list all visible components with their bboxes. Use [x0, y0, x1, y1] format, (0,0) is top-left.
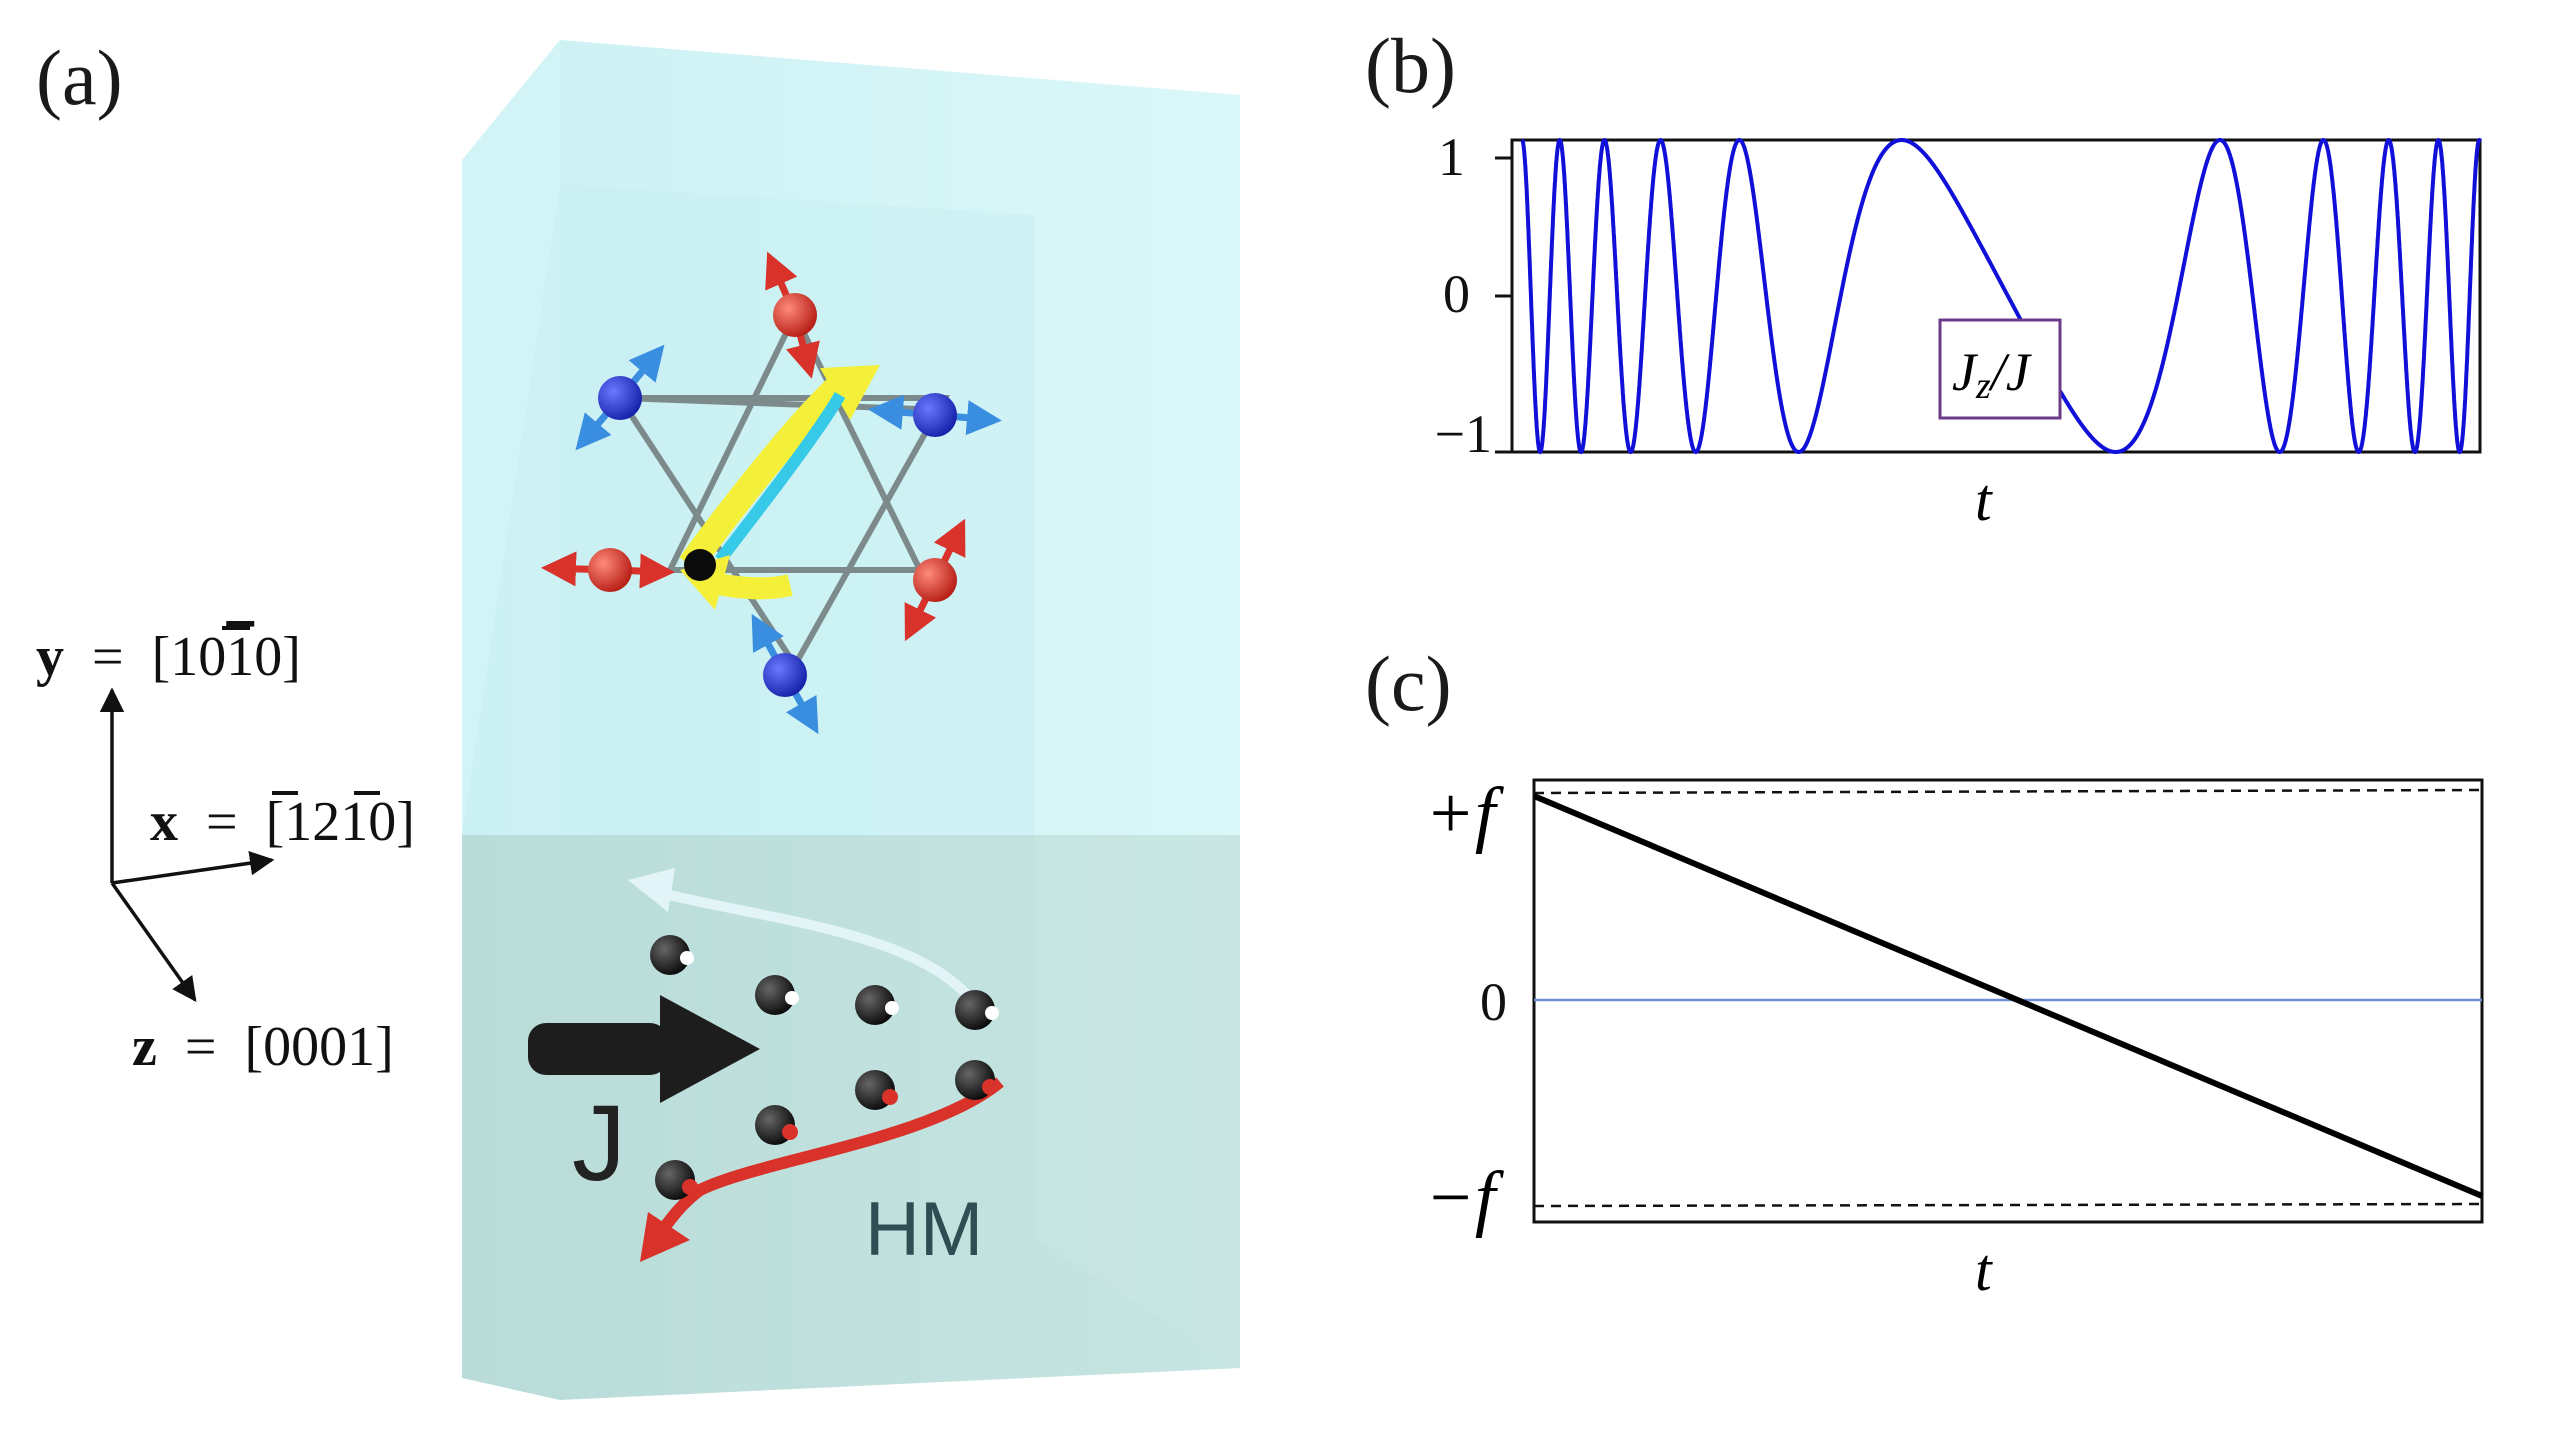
electron: [755, 975, 799, 1015]
chart-c-xlabel: t: [1975, 1237, 1993, 1303]
chart-b-xlabel: t: [1975, 467, 1993, 533]
inner-face: [560, 185, 1035, 835]
electron: [955, 990, 999, 1030]
spin-current: [628, 868, 1004, 1262]
blue-spin: [868, 393, 1002, 437]
axis-x-label: x = [1210]: [150, 791, 415, 853]
blue-spin: [751, 613, 819, 735]
electron: [955, 1060, 998, 1100]
electron: [650, 935, 694, 975]
current-arrow: [528, 995, 760, 1103]
chart-c-tick-minusf: −f: [1425, 1157, 1505, 1239]
red-spin: [904, 518, 966, 642]
chart-b-series: [1520, 137, 2482, 455]
chart-b: 1 0 −1 Jz/J t: [1435, 127, 2482, 533]
top-layer: [462, 40, 1240, 835]
current-label: J: [572, 1082, 626, 1203]
spin-atoms: [541, 251, 1002, 735]
panel-label-c: (c): [1365, 640, 1452, 727]
chart-c: +f 0 −f t: [1425, 773, 2484, 1303]
chart-b-legend: Jz/J: [1952, 342, 2033, 407]
red-spin: [541, 548, 675, 592]
chart-b-tick-1: 1: [1438, 127, 1465, 187]
red-spin: [765, 251, 820, 379]
chart-c-tick-0: 0: [1480, 972, 1507, 1032]
chart-c-tick-plusf: +f: [1425, 773, 1505, 855]
chart-b-tick-0: 0: [1443, 264, 1470, 324]
chart-b-legend-box: [1938, 318, 2062, 420]
panel-label-a: (a): [36, 34, 123, 121]
electron: [855, 985, 899, 1025]
top-layer-face: [462, 40, 560, 835]
axis-z-label: z = [0001]: [132, 1016, 394, 1078]
bottom-inner: [1035, 835, 1240, 1368]
circulation-arrows: [679, 365, 880, 610]
panel-label-b: (b): [1365, 22, 1456, 109]
coordinate-axes: [99, 687, 275, 1002]
electron: [655, 1160, 698, 1200]
electron: [855, 1070, 898, 1110]
blue-spin: [575, 344, 665, 451]
chart-c-ramp: [1532, 793, 2484, 1199]
electron: [755, 1105, 798, 1145]
axis-y-label: y = [1010]: [36, 626, 301, 688]
chart-b-tick-neg1: −1: [1435, 404, 1492, 464]
hm-label: HM: [865, 1187, 983, 1272]
chart-c-upper-dashed: [1533, 788, 2483, 795]
material-slab: [462, 40, 1240, 1400]
chart-c-lower-dashed: [1533, 1202, 2483, 1208]
